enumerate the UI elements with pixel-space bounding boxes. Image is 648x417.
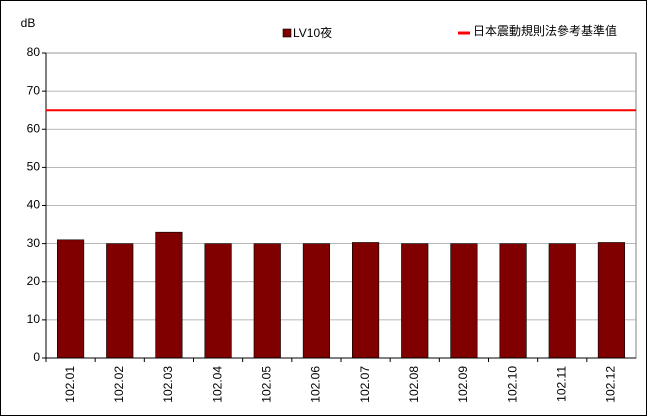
legend-label: LV10夜 xyxy=(293,25,332,40)
x-tick-label: 102.10 xyxy=(505,366,519,403)
bar xyxy=(57,239,85,359)
bar xyxy=(302,243,330,359)
bar xyxy=(106,243,134,359)
bar xyxy=(450,243,478,359)
y-tick-label: 60 xyxy=(27,121,41,135)
x-tick-label: 102.05 xyxy=(259,366,273,403)
y-tick-label: 40 xyxy=(27,198,41,212)
bar xyxy=(253,243,281,359)
bar xyxy=(597,242,625,359)
bar xyxy=(548,243,576,359)
y-tick-label: 0 xyxy=(33,350,40,364)
x-tick-label: 102.01 xyxy=(63,366,77,403)
legend-label: 日本震動規則法參考基準值 xyxy=(473,23,617,38)
legend-swatch xyxy=(282,28,292,38)
bar xyxy=(352,242,380,359)
x-tick-label: 102.04 xyxy=(210,366,224,403)
x-tick-label: 102.07 xyxy=(358,366,372,403)
x-tick-label: 102.06 xyxy=(309,366,323,403)
y-tick-label: 70 xyxy=(27,83,41,97)
x-tick-label: 102.12 xyxy=(604,366,618,403)
x-tick-label: 102.11 xyxy=(554,366,568,402)
bar xyxy=(401,243,429,359)
y-tick-label: 80 xyxy=(27,45,41,59)
y-tick-label: 20 xyxy=(27,274,41,288)
x-tick-label: 102.09 xyxy=(456,366,470,403)
x-tick-label: 102.08 xyxy=(407,366,421,403)
bar xyxy=(204,243,232,359)
x-tick-label: 102.03 xyxy=(161,366,175,403)
y-tick-label: 50 xyxy=(27,160,41,174)
x-tick-label: 102.02 xyxy=(112,366,126,403)
y-tick-label: 10 xyxy=(27,312,41,326)
bar xyxy=(155,231,183,359)
y-tick-label: 30 xyxy=(27,236,41,250)
bar xyxy=(499,243,527,359)
y-axis-label: dB xyxy=(21,16,36,30)
